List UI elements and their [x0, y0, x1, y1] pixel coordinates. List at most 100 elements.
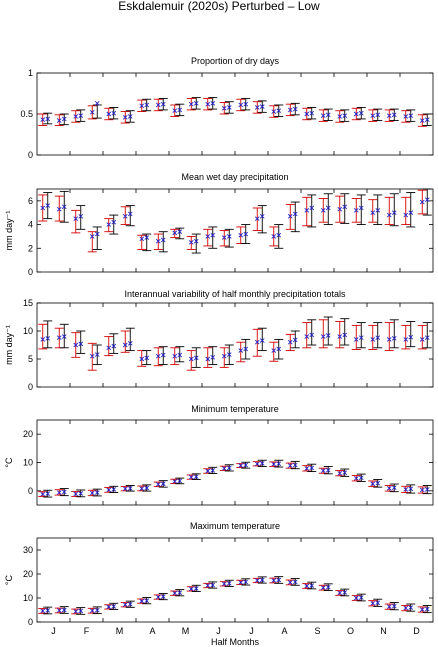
- mean-marker: [61, 334, 67, 339]
- mean-marker: [403, 605, 409, 611]
- mean-marker: [254, 339, 260, 345]
- x-tick-label: J: [249, 626, 254, 636]
- mean-marker: [337, 470, 343, 476]
- mean-marker: [160, 352, 166, 358]
- mean-marker: [358, 110, 364, 116]
- plot-frame: [36, 188, 434, 273]
- y-tick-label: 6: [28, 196, 33, 206]
- mean-marker: [287, 107, 293, 113]
- mean-marker: [309, 205, 315, 211]
- mean-marker: [238, 232, 244, 238]
- mean-marker: [386, 485, 392, 491]
- mean-marker: [188, 240, 194, 245]
- x-tick-label: J: [51, 626, 56, 636]
- mean-marker: [193, 101, 199, 106]
- mean-marker: [309, 465, 315, 471]
- mean-marker: [408, 334, 414, 340]
- mean-marker: [188, 101, 194, 107]
- mean-marker: [210, 582, 216, 588]
- mean-marker: [155, 102, 161, 108]
- mean-marker: [56, 206, 62, 212]
- mean-marker: [177, 107, 183, 113]
- mean-marker: [205, 583, 211, 588]
- x-tick-label: J: [216, 626, 221, 636]
- mean-marker: [424, 197, 430, 202]
- chart-title: Minimum temperature: [191, 404, 279, 414]
- mean-marker: [40, 117, 46, 123]
- mean-marker: [89, 608, 95, 614]
- mean-marker: [111, 219, 117, 225]
- mean-marker: [144, 598, 150, 603]
- y-tick-label: 15: [23, 298, 33, 308]
- mean-marker: [106, 345, 112, 351]
- mean-marker: [226, 581, 232, 586]
- y-tick-label: 0: [28, 486, 33, 496]
- chart-title: Mean wet day precipitation: [181, 172, 288, 182]
- mean-marker: [172, 230, 178, 236]
- mean-marker: [238, 463, 244, 468]
- mean-marker: [419, 607, 425, 612]
- mean-marker: [287, 580, 293, 585]
- mean-marker: [122, 114, 128, 120]
- mean-marker: [155, 238, 161, 244]
- y-tick-label: 10: [23, 326, 33, 336]
- mean-marker: [45, 335, 51, 341]
- mean-marker: [254, 105, 260, 110]
- mean-marker: [238, 102, 244, 108]
- mean-marker: [325, 467, 331, 473]
- mean-marker: [45, 203, 51, 208]
- mean-marker: [160, 481, 166, 487]
- mean-marker: [172, 479, 178, 484]
- mean-marker: [172, 108, 178, 114]
- mean-marker: [193, 474, 199, 479]
- mean-marker: [210, 355, 216, 360]
- mean-marker: [155, 594, 161, 600]
- mean-marker: [56, 490, 62, 495]
- y-tick-label: 1: [28, 68, 33, 78]
- mean-marker: [243, 579, 249, 585]
- mean-marker: [139, 598, 145, 604]
- mean-marker: [111, 343, 117, 349]
- mean-marker: [342, 470, 348, 476]
- mean-marker: [78, 341, 84, 347]
- x-tick-label: D: [413, 626, 420, 636]
- mean-marker: [358, 335, 364, 341]
- mean-marker: [144, 235, 150, 240]
- mean-marker: [94, 607, 100, 613]
- mean-marker: [122, 486, 128, 492]
- mean-marker: [292, 462, 298, 468]
- chart-panel-2: Mean wet day precipitation 0 2 4 6 mm day⁻¹: [4, 172, 434, 277]
- mean-marker: [424, 335, 430, 341]
- mean-marker: [106, 604, 112, 610]
- chart-panel-4: Minimum temperature 0 10 20 °C: [4, 404, 434, 506]
- mean-marker: [375, 112, 381, 118]
- y-axis-label: mm day⁻¹: [4, 325, 14, 365]
- mean-marker: [325, 205, 331, 211]
- mean-marker: [177, 352, 183, 358]
- mean-marker: [139, 356, 145, 362]
- y-tick-label: 0: [28, 150, 33, 160]
- mean-marker: [188, 586, 194, 592]
- y-tick-label: 10: [23, 593, 33, 603]
- mean-marker: [254, 216, 260, 221]
- mean-marker: [45, 608, 51, 613]
- mean-marker: [370, 210, 376, 216]
- mean-marker: [89, 353, 95, 359]
- mean-marker: [61, 204, 67, 210]
- mean-marker: [424, 117, 430, 123]
- mean-marker: [304, 334, 310, 339]
- mean-marker: [40, 491, 46, 497]
- mean-marker: [94, 101, 100, 106]
- mean-marker: [106, 111, 112, 117]
- mean-marker: [419, 487, 425, 493]
- mean-marker: [358, 595, 364, 600]
- mean-marker: [408, 210, 414, 216]
- mean-marker: [106, 487, 112, 493]
- mean-marker: [243, 346, 249, 352]
- mean-marker: [370, 600, 376, 606]
- y-tick-label: 0: [28, 382, 33, 392]
- mean-marker: [271, 578, 277, 583]
- mean-marker: [40, 205, 46, 211]
- mean-marker: [386, 113, 392, 118]
